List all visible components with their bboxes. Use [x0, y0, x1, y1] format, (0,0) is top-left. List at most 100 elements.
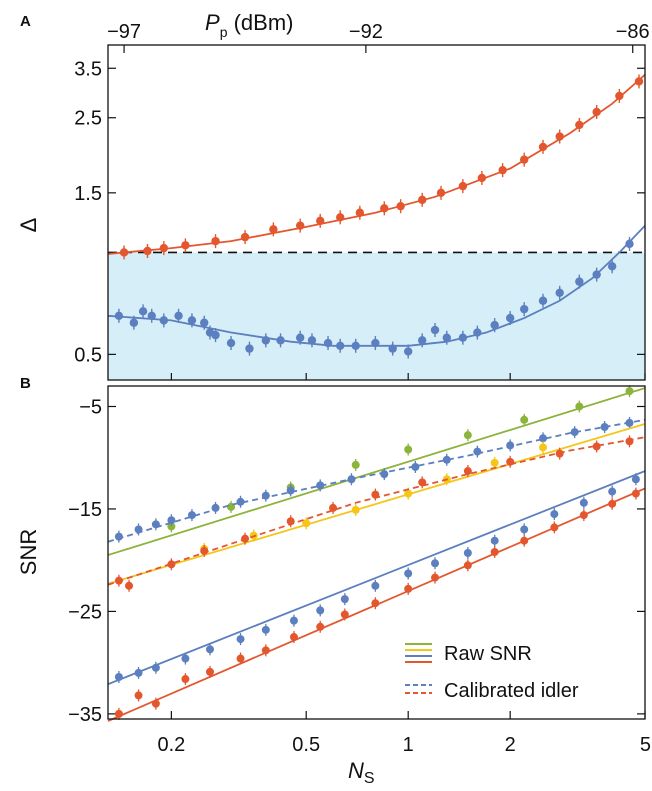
- panel-a-point-red: [240, 232, 250, 242]
- legend-calibrated-idler: Calibrated idler: [444, 680, 579, 702]
- panel-b-xlabel-sub: S: [364, 770, 375, 787]
- panel-a-point-red: [555, 132, 564, 141]
- panel-b-point-green: [167, 522, 176, 531]
- panel-a-point-blue: [473, 328, 482, 337]
- panel-a-point-red: [634, 77, 644, 86]
- panel-b-point-blue: [316, 481, 325, 490]
- panel-b-point-blue: [608, 487, 617, 496]
- panel-a-frame: [107, 44, 646, 381]
- panel-b-point-red: [463, 467, 472, 476]
- panel-b-point-red: [631, 489, 640, 498]
- panel-b-point-red: [431, 573, 440, 582]
- panel-b-frame: [107, 385, 646, 720]
- panel-b-point-blue: [600, 422, 609, 431]
- panel-b-point-blue: [114, 532, 123, 541]
- panel-b-fit-curve-blue: [107, 470, 646, 685]
- top-axis-label-main: P: [205, 10, 220, 35]
- panel-b-point-red: [329, 503, 338, 512]
- panel-b-point-blue: [211, 503, 220, 512]
- panel-a-point-blue: [351, 341, 360, 350]
- panel-b-point-blue: [134, 525, 143, 534]
- panel-b-xtick-label: 0.5: [292, 734, 320, 756]
- panel-a-point-blue: [505, 313, 515, 323]
- panel-b-point-red: [134, 691, 143, 700]
- top-axis-label-unit: (dBm): [227, 10, 293, 35]
- panel-b-point-red: [114, 576, 123, 585]
- panel-a-point-blue: [418, 336, 427, 345]
- panel-b-point-red: [181, 675, 190, 684]
- panel-b-point-blue: [236, 497, 245, 506]
- panel-b-point-red: [241, 534, 250, 543]
- panel-b-point-red: [236, 654, 245, 663]
- panel-a-point-blue: [147, 311, 156, 320]
- panel-a-point-blue: [430, 325, 440, 335]
- legend-calibrated-swatches: [405, 684, 432, 694]
- panel-a: 0.5 1.5 2.5 3.5−97 −92 −86 Δ: [16, 21, 650, 381]
- panel-a-point-red: [436, 188, 446, 198]
- panel-a-point-blue: [323, 338, 333, 348]
- panel-a-point-blue: [403, 347, 413, 356]
- panel-b-point-blue: [631, 475, 640, 484]
- panel-a-fit-curve-red: [107, 74, 646, 255]
- panel-a-top-tick-label: −92: [349, 21, 383, 43]
- panel-a-point-red: [458, 181, 468, 191]
- panel-b-point-blue: [463, 549, 472, 558]
- panel-b-point-red: [520, 536, 529, 545]
- panel-b-xtick-label: 2: [505, 734, 516, 756]
- panel-b-point-red: [286, 517, 295, 526]
- panel-b-ytick-label: −25: [68, 601, 102, 623]
- panel-b-point-blue: [625, 418, 634, 427]
- panel-b-point-blue: [289, 616, 298, 625]
- panel-b-point-green: [404, 445, 413, 454]
- panel-a-point-red: [592, 107, 601, 117]
- panel-b-point-blue: [347, 475, 356, 484]
- panel-b-point-green: [520, 415, 529, 424]
- panel-a-point-blue: [520, 304, 529, 314]
- panel-a-point-blue: [442, 333, 451, 342]
- panel-b-point-yellow: [490, 458, 499, 467]
- panel-b-point-blue: [261, 625, 270, 634]
- panel-b-point-red: [418, 478, 427, 487]
- panel-a-point-red: [520, 155, 529, 164]
- panel-a-ytick-label: 2.5: [74, 108, 102, 130]
- panel-a-point-blue: [625, 239, 634, 249]
- panel-a-shaded-region: [108, 252, 645, 380]
- panel-a-ylabel: Δ: [16, 217, 41, 232]
- panel-a-point-blue: [555, 288, 564, 298]
- panel-a-point-red: [336, 213, 345, 222]
- panel-a-fit-curve-blue: [107, 225, 646, 347]
- panel-b-point-blue: [114, 672, 123, 681]
- panel-b-fit-curve-red: [107, 436, 646, 586]
- panel-b-point-red: [404, 584, 413, 593]
- panel-a-ytick-label: 0.5: [74, 344, 102, 366]
- panel-b-point-red: [200, 546, 209, 555]
- panel-a-point-blue: [138, 307, 148, 316]
- panel-a-ytick-label: 1.5: [74, 183, 102, 205]
- panel-b-point-blue: [151, 663, 160, 672]
- panel-b-point-blue: [181, 654, 190, 663]
- panel-b-point-red: [550, 523, 559, 532]
- panel-b-ytick-label: −15: [68, 499, 102, 521]
- panel-a-point-red: [316, 216, 325, 226]
- panel-b-point-red: [579, 511, 588, 520]
- panel-b-point-yellow: [539, 443, 548, 452]
- panel-a-top-tick-label: −86: [616, 21, 650, 43]
- panel-b-point-red: [506, 457, 515, 466]
- panel-b-point-green: [625, 387, 634, 396]
- panel-b-point-red: [555, 449, 564, 458]
- panel-a-point-red: [143, 246, 152, 256]
- panel-a-point-blue: [371, 338, 380, 348]
- panel-a-point-blue: [336, 341, 345, 350]
- panel-b-xtick-label: 1: [403, 734, 414, 756]
- panel-b-point-blue: [187, 511, 196, 520]
- panel-a-point-blue: [295, 333, 305, 342]
- panel-b-point-red: [289, 633, 298, 642]
- panel-b-point-red: [205, 667, 214, 676]
- panel-b-point-yellow: [404, 489, 413, 498]
- top-axis-label-sub: p: [220, 24, 228, 40]
- panel-b-point-green: [463, 431, 472, 440]
- panel-a-point-blue: [307, 336, 317, 345]
- panel-b-point-red: [371, 490, 380, 499]
- panel-b-point-blue: [151, 520, 160, 529]
